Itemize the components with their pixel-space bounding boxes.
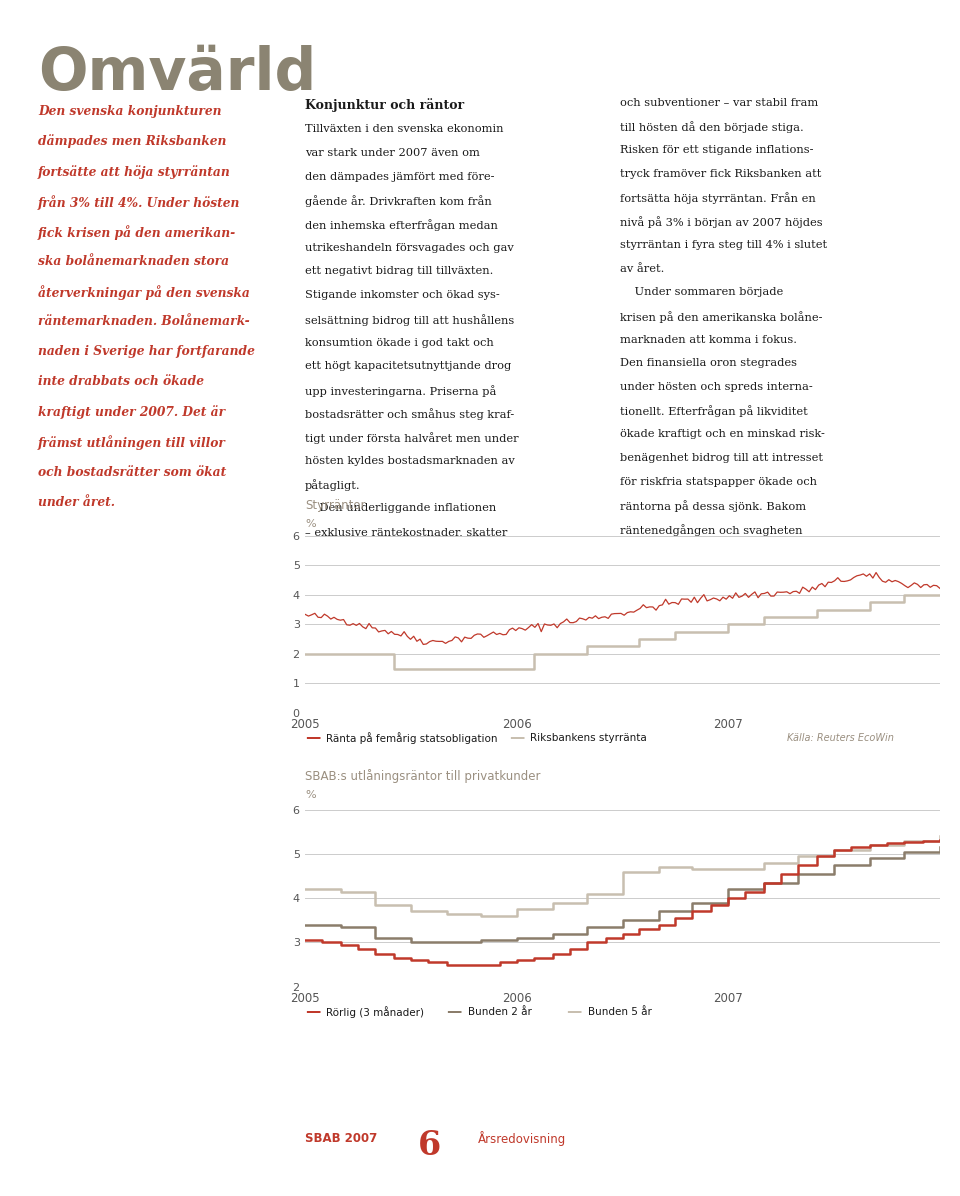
Text: Tillväxten i den svenska ekonomin: Tillväxten i den svenska ekonomin bbox=[305, 124, 503, 134]
Text: av året.: av året. bbox=[620, 263, 664, 274]
Text: bostadsrätter och småhus steg kraf-: bostadsrätter och småhus steg kraf- bbox=[305, 409, 515, 420]
Text: SBAB 2007: SBAB 2007 bbox=[305, 1133, 377, 1145]
Text: Bunden 5 år: Bunden 5 år bbox=[588, 1007, 652, 1017]
Text: Källa: Reuters EcoWin: Källa: Reuters EcoWin bbox=[787, 733, 894, 743]
Text: den inhemska efterfrågan medan: den inhemska efterfrågan medan bbox=[305, 219, 498, 231]
Text: främst utlåningen till villor: främst utlåningen till villor bbox=[38, 435, 226, 451]
Text: fortsätte att höja styrräntan: fortsätte att höja styrräntan bbox=[38, 165, 230, 178]
Text: Den underliggande inflationen: Den underliggande inflationen bbox=[305, 504, 496, 513]
Text: tionellt. Efterfrågan på likviditet: tionellt. Efterfrågan på likviditet bbox=[620, 405, 807, 417]
Text: och subventioner – var stabil fram: och subventioner – var stabil fram bbox=[620, 98, 818, 108]
Text: Styrräntor: Styrräntor bbox=[305, 499, 366, 512]
Text: för riskfria statspapper ökade och: för riskfria statspapper ökade och bbox=[620, 477, 817, 487]
Text: —: — bbox=[446, 1005, 462, 1019]
Text: fortsätta höja styrräntan. Från en: fortsätta höja styrräntan. Från en bbox=[620, 193, 816, 205]
Text: dämpades men Riksbanken: dämpades men Riksbanken bbox=[38, 135, 227, 148]
Text: fick krisen på den amerikan-: fick krisen på den amerikan- bbox=[38, 225, 236, 239]
Text: Den svenska konjunkturen: Den svenska konjunkturen bbox=[38, 104, 222, 117]
Text: Risken för ett stigande inflations-: Risken för ett stigande inflations- bbox=[620, 145, 813, 155]
Text: Den finansiella oron stegrades: Den finansiella oron stegrades bbox=[620, 359, 797, 368]
Text: till hösten då den började stiga.: till hösten då den började stiga. bbox=[620, 122, 804, 134]
Text: —: — bbox=[566, 1005, 582, 1019]
Text: 6: 6 bbox=[418, 1129, 441, 1163]
Text: räntorna på dessa sjönk. Bakom: räntorna på dessa sjönk. Bakom bbox=[620, 500, 806, 512]
Text: hösten kyldes bostadsmarknaden av: hösten kyldes bostadsmarknaden av bbox=[305, 456, 515, 466]
Text: —: — bbox=[509, 731, 524, 745]
Text: var stark under 2007 även om: var stark under 2007 även om bbox=[305, 148, 480, 158]
Text: utrikeshandeln försvagades och gav: utrikeshandeln försvagades och gav bbox=[305, 243, 514, 252]
Text: Rörlig (3 månader): Rörlig (3 månader) bbox=[326, 1006, 424, 1018]
Text: kraftigt under 2007. Det är: kraftigt under 2007. Det är bbox=[38, 405, 226, 420]
Text: räntemarknaden. Bolånemark-: räntemarknaden. Bolånemark- bbox=[38, 316, 250, 328]
Text: %: % bbox=[305, 519, 316, 529]
Text: inte drabbats och ökade: inte drabbats och ökade bbox=[38, 376, 204, 389]
Text: konsumtion ökade i god takt och: konsumtion ökade i god takt och bbox=[305, 337, 493, 348]
Text: räntenedgången och svagheten: räntenedgången och svagheten bbox=[620, 524, 803, 536]
Text: Årsredovisning: Årsredovisning bbox=[478, 1131, 566, 1146]
Text: ökade kraftigt och en minskad risk-: ökade kraftigt och en minskad risk- bbox=[620, 429, 825, 439]
Text: och bostadsrätter som ökat: och bostadsrätter som ökat bbox=[38, 465, 227, 478]
Text: styrräntan i fyra steg till 4% i slutet: styrräntan i fyra steg till 4% i slutet bbox=[620, 240, 828, 250]
Text: Stigande inkomster och ökad sys-: Stigande inkomster och ökad sys- bbox=[305, 291, 500, 300]
Text: den dämpades jämfört med före-: den dämpades jämfört med före- bbox=[305, 172, 494, 182]
Text: Konjunktur och räntor: Konjunktur och räntor bbox=[305, 98, 464, 111]
Text: Under sommaren började: Under sommaren började bbox=[620, 287, 783, 298]
Text: naden i Sverige har fortfarande: naden i Sverige har fortfarande bbox=[38, 346, 254, 359]
Text: under hösten och spreds interna-: under hösten och spreds interna- bbox=[620, 382, 813, 392]
Text: SBAB:s utlåningsräntor till privatkunder: SBAB:s utlåningsräntor till privatkunder bbox=[305, 769, 540, 783]
Text: Riksbankens styrränta: Riksbankens styrränta bbox=[530, 733, 647, 743]
Text: ett högt kapacitetsutnyttjande drog: ett högt kapacitetsutnyttjande drog bbox=[305, 361, 512, 371]
Text: ett negativt bidrag till tillväxten.: ett negativt bidrag till tillväxten. bbox=[305, 267, 493, 276]
Text: benägenhet bidrog till att intresset: benägenhet bidrog till att intresset bbox=[620, 453, 823, 463]
Text: %: % bbox=[305, 791, 316, 800]
Text: Ränta på femårig statsobligation: Ränta på femårig statsobligation bbox=[326, 732, 498, 744]
Text: krisen på den amerikanska bolåne-: krisen på den amerikanska bolåne- bbox=[620, 311, 823, 323]
Text: – exklusive räntekostnader, skatter: – exklusive räntekostnader, skatter bbox=[305, 527, 508, 537]
Text: Omvärld: Omvärld bbox=[38, 45, 317, 103]
Text: från 3% till 4%. Under hösten: från 3% till 4%. Under hösten bbox=[38, 195, 240, 209]
Text: —: — bbox=[305, 731, 321, 745]
Text: Bunden 2 år: Bunden 2 år bbox=[468, 1007, 532, 1017]
Text: marknaden att komma i fokus.: marknaden att komma i fokus. bbox=[620, 335, 797, 344]
Text: påtagligt.: påtagligt. bbox=[305, 480, 361, 492]
Text: gående år. Drivkraften kom från: gående år. Drivkraften kom från bbox=[305, 195, 492, 207]
Text: återverkningar på den svenska: återverkningar på den svenska bbox=[38, 285, 250, 300]
Text: ska bolånemarknaden stora: ska bolånemarknaden stora bbox=[38, 255, 229, 268]
Text: tigt under första halvåret men under: tigt under första halvåret men under bbox=[305, 432, 518, 444]
Text: nivå på 3% i början av 2007 höjdes: nivå på 3% i början av 2007 höjdes bbox=[620, 216, 823, 228]
Text: selsättning bidrog till att hushållens: selsättning bidrog till att hushållens bbox=[305, 313, 515, 325]
Text: tryck framöver fick Riksbanken att: tryck framöver fick Riksbanken att bbox=[620, 169, 822, 179]
Text: —: — bbox=[305, 1005, 321, 1019]
Text: upp investeringarna. Priserna på: upp investeringarna. Priserna på bbox=[305, 385, 496, 397]
Text: under året.: under året. bbox=[38, 495, 115, 508]
